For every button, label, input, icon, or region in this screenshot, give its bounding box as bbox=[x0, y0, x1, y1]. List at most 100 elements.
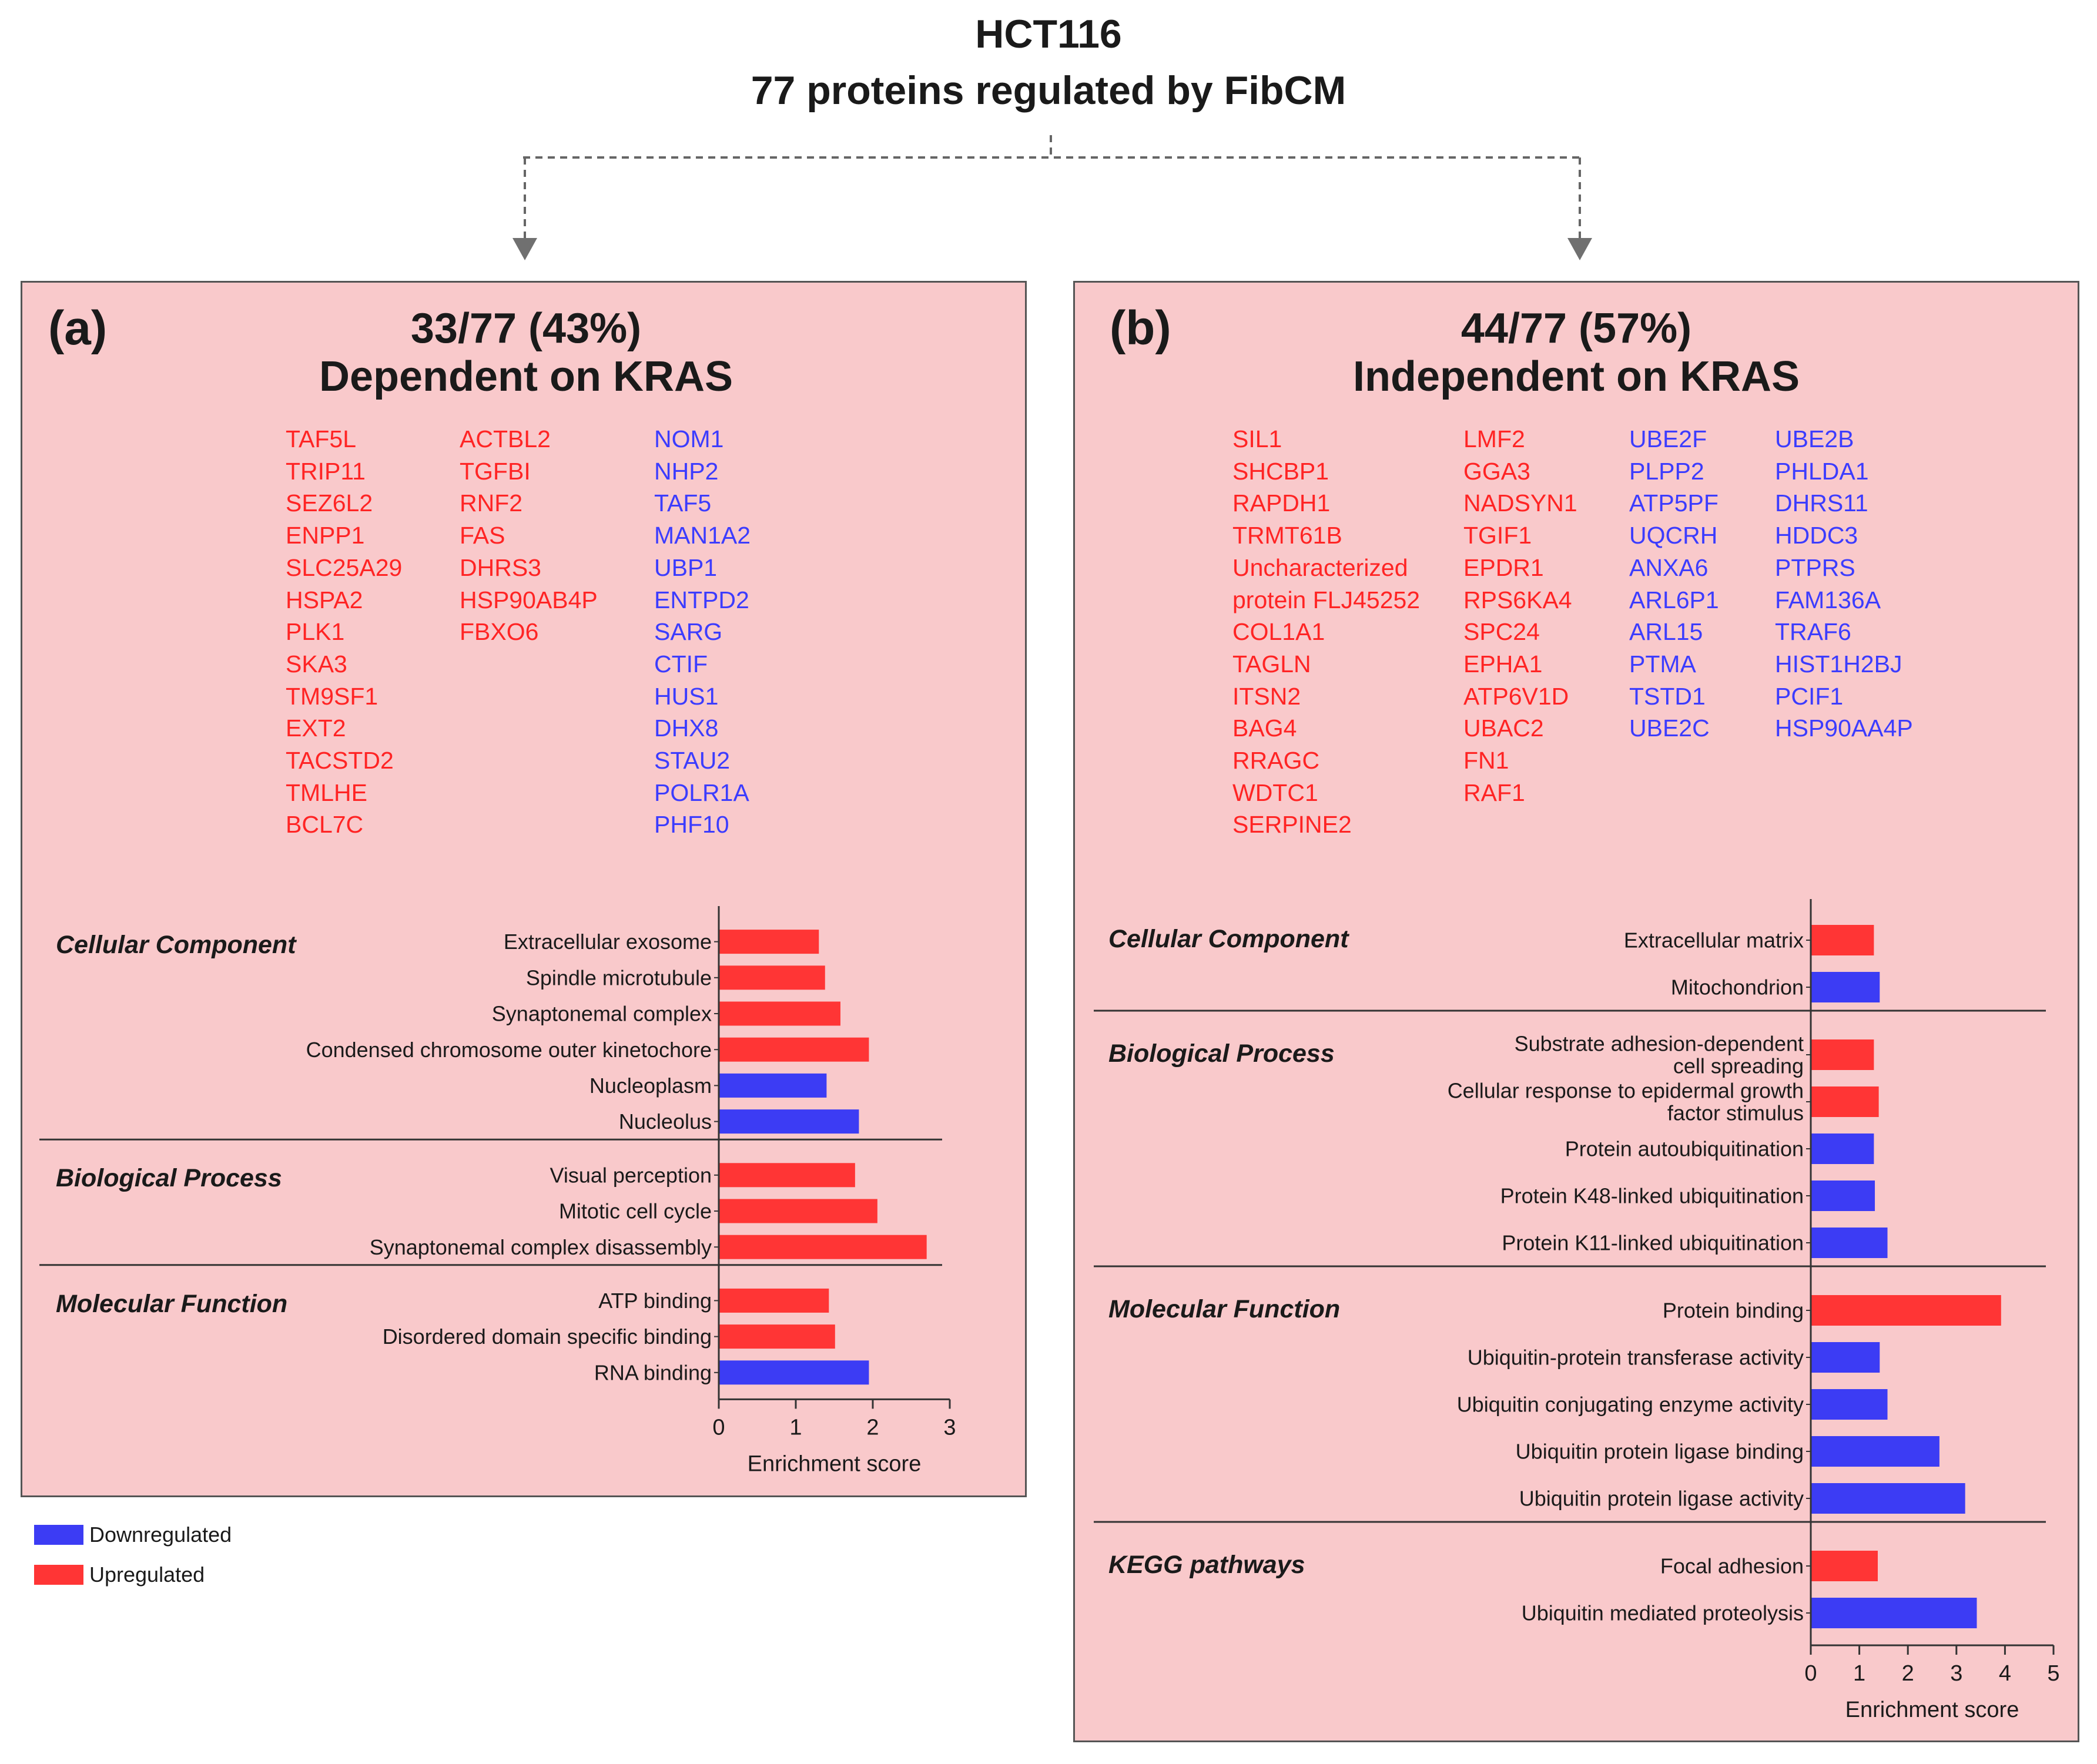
bar-down bbox=[719, 1360, 869, 1385]
panel-a-title: Dependent on KRAS bbox=[319, 353, 733, 400]
gene-up: RPS6KA4 bbox=[1463, 586, 1572, 613]
category-label: Nucleolus bbox=[619, 1109, 712, 1133]
gene-up: LMF2 bbox=[1463, 425, 1525, 452]
x-tick-label: 2 bbox=[866, 1415, 879, 1440]
gene-down: PTMA bbox=[1629, 650, 1696, 678]
gene-up: TAGLN bbox=[1232, 650, 1311, 678]
gene-up: ATP6V1D bbox=[1463, 682, 1569, 710]
legend-label-down: Downregulated bbox=[89, 1522, 232, 1547]
bar-down bbox=[1811, 1436, 1939, 1467]
gene-up: TGIF1 bbox=[1463, 522, 1532, 549]
gene-down: PLPP2 bbox=[1629, 457, 1704, 485]
bar-up bbox=[1811, 1086, 1879, 1117]
panel-b-title: Independent on KRAS bbox=[1353, 353, 1800, 400]
category-label: Ubiquitin mediated proteolysis bbox=[1522, 1601, 1804, 1625]
gene-up: SPC24 bbox=[1463, 618, 1540, 646]
bar-up bbox=[1811, 1039, 1874, 1070]
panel-b-heading: 44/77 (57%) Independent on KRAS bbox=[1318, 304, 1835, 401]
legend-label-up: Upregulated bbox=[89, 1562, 205, 1587]
gene-down: PCIF1 bbox=[1775, 682, 1844, 710]
gene-down: TRAF6 bbox=[1775, 618, 1851, 646]
gene-up: EPDR1 bbox=[1463, 554, 1544, 581]
gene-up: TRIP11 bbox=[286, 457, 366, 485]
category-label: factor stimulus bbox=[1667, 1101, 1804, 1125]
category-label: Disordered domain specific binding bbox=[383, 1324, 712, 1349]
gene-down: NHP2 bbox=[654, 457, 719, 485]
gene-up: DHRS3 bbox=[460, 554, 541, 581]
gene-down: ATP5PF bbox=[1629, 489, 1719, 517]
category-label: Mitochondrion bbox=[1671, 975, 1804, 1000]
gene-up: PLK1 bbox=[286, 618, 345, 646]
bar-up bbox=[1811, 1295, 2001, 1326]
gene-up: EPHA1 bbox=[1463, 650, 1543, 678]
group-name: Biological Process bbox=[1108, 1039, 1335, 1068]
category-label: Condensed chromosome outer kinetochore bbox=[306, 1038, 712, 1062]
arrow-down-icon bbox=[512, 238, 537, 260]
gene-down: UBE2B bbox=[1775, 425, 1854, 452]
gene-down: HUS1 bbox=[654, 682, 719, 710]
gene-up: SERPINE2 bbox=[1232, 811, 1352, 839]
arrow-down-icon bbox=[1567, 238, 1592, 260]
x-axis-title: Enrichment score bbox=[1845, 1698, 2019, 1722]
category-label: ATP binding bbox=[598, 1289, 712, 1313]
category-label: Focal adhesion bbox=[1660, 1554, 1804, 1578]
category-label: RNA binding bbox=[594, 1360, 712, 1384]
gene-down: NOM1 bbox=[654, 425, 724, 452]
bar-up bbox=[1811, 925, 1874, 955]
bar-down bbox=[1811, 1181, 1875, 1211]
legend-swatch-up bbox=[34, 1565, 83, 1585]
bar-up bbox=[719, 965, 825, 990]
category-label: Ubiquitin conjugating enzyme activity bbox=[1457, 1393, 1804, 1417]
gene-up: protein FLJ45252 bbox=[1232, 586, 1421, 613]
gene-down: TAF5 bbox=[654, 489, 712, 517]
bar-down bbox=[1811, 1483, 1965, 1514]
gene-up: RAPDH1 bbox=[1232, 489, 1331, 517]
group-name: KEGG pathways bbox=[1108, 1551, 1305, 1579]
group-name: Cellular Component bbox=[56, 931, 297, 959]
gene-down: TSTD1 bbox=[1629, 682, 1706, 710]
gene-down: CTIF bbox=[654, 650, 708, 678]
legend-item-up: Upregulated bbox=[34, 1555, 232, 1595]
category-label: Visual perception bbox=[550, 1163, 712, 1187]
bar-up bbox=[719, 1163, 855, 1188]
x-tick-label: 5 bbox=[2047, 1661, 2059, 1686]
bar-down bbox=[1811, 1389, 1888, 1420]
category-label: Ubiquitin-protein transferase activity bbox=[1468, 1346, 1804, 1370]
gene-down: UBE2C bbox=[1629, 715, 1710, 742]
gene-down: PHF10 bbox=[654, 811, 729, 839]
bar-up bbox=[719, 1288, 829, 1313]
gene-up: RRAGC bbox=[1232, 747, 1320, 774]
x-tick-label: 0 bbox=[712, 1415, 725, 1440]
bar-down bbox=[1811, 1342, 1880, 1373]
bar-down bbox=[719, 1073, 827, 1098]
bar-up bbox=[719, 1001, 840, 1026]
panel-b-genes-up-col1: SIL1 SHCBP1 RAPDH1 TRMT61B Uncharacterized pr… bbox=[1232, 423, 1420, 841]
panel-b-enrichment-chart: Cellular Component Extracellular matrix Mi… bbox=[1094, 899, 2060, 1722]
legend: Downregulated Upregulated bbox=[34, 1515, 232, 1595]
panel-a bbox=[21, 281, 1027, 1497]
gene-down: POLR1A bbox=[654, 779, 749, 806]
gene-up: UBAC2 bbox=[1463, 715, 1544, 742]
bar-down bbox=[1811, 1598, 1977, 1628]
gene-up: SIL1 bbox=[1232, 425, 1282, 452]
panel-a-heading: 33/77 (43%) Dependent on KRAS bbox=[282, 304, 770, 401]
gene-up: SEZ6L2 bbox=[286, 489, 373, 517]
category-label: Synaptonemal complex bbox=[492, 1002, 712, 1026]
legend-swatch-down bbox=[34, 1525, 83, 1545]
gene-up: GGA3 bbox=[1463, 457, 1530, 485]
category-label: Protein autoubiquitination bbox=[1565, 1137, 1804, 1161]
gene-down: DHRS11 bbox=[1775, 489, 1868, 517]
category-label: Substrate adhesion-dependent bbox=[1515, 1032, 1804, 1056]
gene-down: SARG bbox=[654, 618, 723, 646]
bar-down bbox=[719, 1109, 859, 1134]
gene-down: MAN1A2 bbox=[654, 522, 751, 549]
x-tick-label: 3 bbox=[1950, 1661, 1962, 1686]
gene-up: BCL7C bbox=[286, 811, 364, 839]
bar-up bbox=[1811, 1551, 1878, 1581]
gene-down: ARL6P1 bbox=[1629, 586, 1719, 613]
category-label: Spindle microtubule bbox=[526, 965, 712, 990]
category-label: Ubiquitin protein ligase binding bbox=[1516, 1440, 1804, 1464]
panel-a-fraction: 33/77 (43%) bbox=[410, 305, 642, 352]
gene-down: UBE2F bbox=[1629, 425, 1707, 452]
bar-up bbox=[719, 1324, 835, 1349]
